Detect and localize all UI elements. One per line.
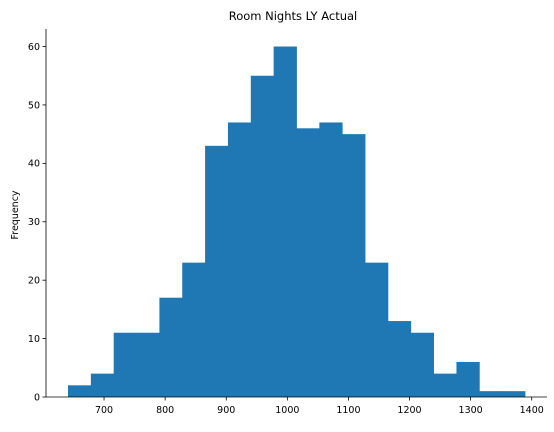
chart-title: Room Nights LY Actual xyxy=(229,9,358,23)
histogram-bar-16 xyxy=(433,373,457,397)
histogram-bar-6 xyxy=(205,145,229,397)
x-tick-label-0: 700 xyxy=(95,405,113,416)
y-axis-label: Frequency xyxy=(10,190,21,239)
y-tick-label-4: 40 xyxy=(28,159,40,170)
x-tick-label-7: 1400 xyxy=(520,405,544,416)
x-tick-label-6: 1300 xyxy=(459,405,483,416)
histogram-bar-10 xyxy=(296,128,320,398)
x-tick-label-5: 1200 xyxy=(397,405,421,416)
bars-layer xyxy=(68,46,526,398)
histogram-bar-17 xyxy=(456,361,480,397)
axes-layer: 0 10 20 30 40 50 60 700 800 900 1000 1100 1200 1300 14… xyxy=(28,29,547,416)
y-tick-label-6: 60 xyxy=(28,42,40,53)
histogram-bar-13 xyxy=(365,262,389,397)
y-tick-label-3: 30 xyxy=(28,217,40,228)
histogram-bar-11 xyxy=(319,122,343,398)
histogram-bar-15 xyxy=(410,332,434,397)
histogram-bar-14 xyxy=(387,321,412,397)
histogram-bar-12 xyxy=(342,134,366,397)
histogram-bar-18 xyxy=(479,391,503,397)
histogram-bar-0 xyxy=(68,385,92,397)
histogram-bar-1 xyxy=(90,373,115,397)
histogram-bar-19 xyxy=(502,391,526,397)
y-tick-label-5: 50 xyxy=(28,100,40,111)
x-tick-label-4: 1100 xyxy=(336,405,360,416)
histogram-bar-5 xyxy=(182,262,206,397)
x-tick-label-1: 800 xyxy=(156,405,174,416)
histogram-bar-2 xyxy=(113,332,137,397)
y-tick-label-2: 20 xyxy=(28,276,40,287)
y-tick-label-1: 10 xyxy=(28,334,40,345)
histogram-bar-9 xyxy=(273,46,297,398)
histogram-bar-8 xyxy=(250,75,275,397)
histogram-bar-7 xyxy=(227,122,252,398)
histogram-bar-3 xyxy=(136,332,160,397)
histogram-bar-4 xyxy=(159,297,183,397)
y-tick-label-0: 0 xyxy=(34,392,40,403)
x-tick-label-2: 900 xyxy=(217,405,235,416)
x-tick-label-3: 1000 xyxy=(275,405,299,416)
